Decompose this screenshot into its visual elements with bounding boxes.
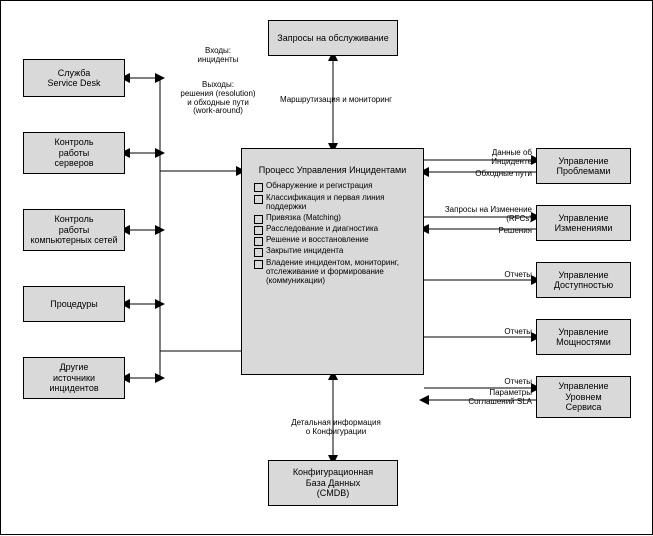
central-process-box: Процесс Управления Инцидентами Обнаружени… [241,148,424,375]
box-left1-line: Service Desk [47,78,100,88]
box-bottom: КонфигурационнаяБаза Данных(CMDB) [268,460,398,506]
box-right3-line: Управление [558,270,608,280]
box-left1-line: Служба [58,68,90,78]
central-list-item: Решение и восстановление [252,235,413,244]
label-r5b: ПараметрыСоглашений SLA [447,389,532,407]
label-routing-line: Маршрутизация и мониторинг [276,96,396,105]
label-r2b: Решения [447,227,532,236]
label-r1a: Данные обИнциденте [447,149,532,167]
label-r1b: Обходные пути [447,170,532,179]
box-left2-line: Контроль [54,137,93,147]
label-r1a-line: Инциденте [447,158,532,167]
box-right5-line: Управление [558,381,608,391]
box-left2: Контрольработысерверов [23,132,125,174]
central-list-item: Расследование и диагностика [252,224,413,233]
box-right2: УправлениеИзменениями [536,205,631,241]
box-left2-line: работы [59,148,90,158]
box-right1-line: Проблемами [557,166,611,176]
box-left5-line: инцидентов [49,383,98,393]
box-bottom-line: База Данных [306,478,360,488]
central-list-item: Владение инцидентом, мониторинг, отслежи… [252,258,413,286]
box-left5-line: источники [53,373,95,383]
box-left4: Процедуры [23,286,125,322]
box-right1-line: Управление [558,156,608,166]
label-r2a: Запросы на Изменение(RFCs) [431,206,532,224]
box-right4-line: Мощностями [556,337,611,347]
box-right5-line: Уровнем [565,392,601,402]
central-list: Обнаружение и регистрация Классификация и… [244,181,421,287]
label-outputs: Выходы:решения (resolution)и обходные пу… [163,81,273,116]
label-r3: Отчеты [447,271,532,280]
label-r4-line: Отчеты [447,328,532,337]
box-right4-line: Управление [558,327,608,337]
label-r1b-line: Обходные пути [447,170,532,179]
box-left1: СлужбаService Desk [23,59,125,97]
box-left5-line: Другие [60,362,89,372]
box-top: Запросы на обслуживание [268,20,398,56]
central-list-item: Привязка (Matching) [252,213,413,222]
label-r4: Отчеты [447,328,532,337]
label-inputs: Входы:инциденты [193,47,243,65]
label-r2b-line: Решения [447,227,532,236]
box-left3-line: работы [59,225,90,235]
box-left3: Контрольработыкомпьютерных сетей [23,209,125,251]
label-r3-line: Отчеты [447,271,532,280]
label-outputs-line: (work-around) [163,107,273,116]
label-config-line: о Конфигурации [276,428,396,437]
box-left2-line: серверов [55,158,94,168]
label-r5a-line: Отчеты [447,378,532,387]
label-r2a-line: (RFCs) [431,215,532,224]
box-right5-line: Сервиса [566,402,602,412]
box-right3: УправлениеДоступностью [536,262,631,298]
central-title: Процесс Управления Инцидентами [244,165,421,175]
label-routing: Маршрутизация и мониторинг [276,96,396,105]
box-left4-line: Процедуры [50,299,97,309]
box-top-line: Запросы на обслуживание [277,33,388,43]
box-right3-line: Доступностью [554,280,613,290]
box-right2-line: Управление [558,213,608,223]
label-inputs-line: инциденты [193,56,243,65]
box-left3-line: Контроль [54,214,93,224]
box-right1: УправлениеПроблемами [536,148,631,184]
box-right2-line: Изменениями [555,223,613,233]
central-list-item: Закрытие инцидента [252,246,413,255]
box-bottom-line: Конфигурационная [293,467,373,477]
box-left3-line: компьютерных сетей [30,235,117,245]
central-list-item: Классификация и первая линия поддержки [252,193,413,211]
box-bottom-line: (CMDB) [317,488,350,498]
label-r5b-line: Соглашений SLA [447,398,532,407]
diagram-canvas: Запросы на обслуживание КонфигурационнаяБ… [0,0,653,535]
label-config: Детальная информацияо Конфигурации [276,419,396,437]
box-right5: УправлениеУровнемСервиса [536,376,631,418]
label-r5a: Отчеты [447,378,532,387]
box-left5: Другиеисточникиинцидентов [23,357,125,399]
central-list-item: Обнаружение и регистрация [252,181,413,190]
box-right4: УправлениеМощностями [536,319,631,355]
